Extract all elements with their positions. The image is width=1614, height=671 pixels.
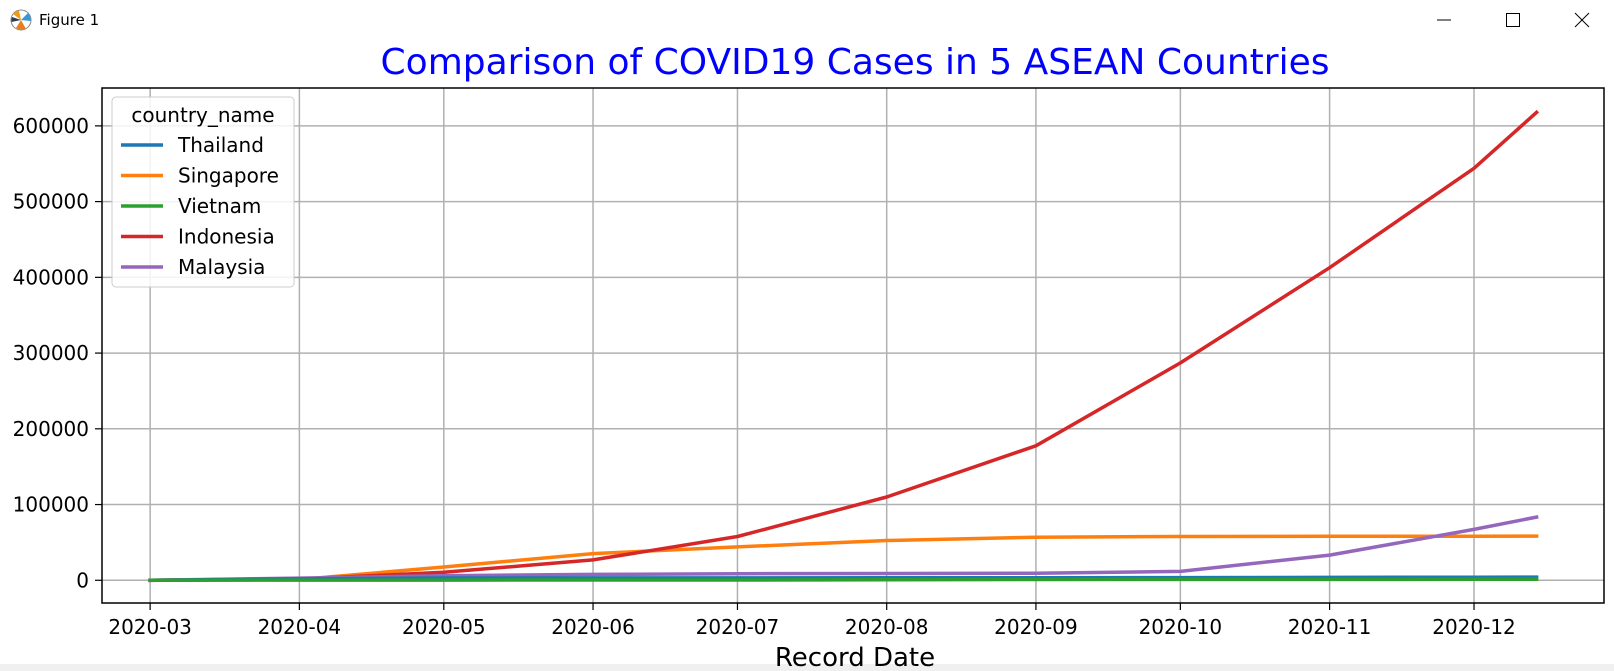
close-button[interactable] bbox=[1559, 0, 1605, 40]
plot-frame bbox=[101, 87, 1605, 604]
y-tick-label: 400000 bbox=[13, 265, 89, 289]
y-tick-label: 600000 bbox=[13, 114, 89, 138]
window-title: Figure 1 bbox=[39, 11, 100, 29]
chart-title: Comparison of COVID19 Cases in 5 ASEAN C… bbox=[381, 42, 1330, 83]
x-axis-label: Record Date bbox=[775, 643, 935, 671]
minimize-button[interactable] bbox=[1421, 0, 1467, 40]
legend-label: Singapore bbox=[178, 164, 279, 188]
close-icon bbox=[1574, 12, 1590, 28]
series-lines bbox=[148, 109, 1540, 583]
x-tick-label: 2020-12 bbox=[1432, 615, 1516, 639]
x-tick-label: 2020-07 bbox=[696, 615, 780, 639]
series-line-vietnam bbox=[148, 577, 1539, 583]
y-axis-ticks: 0 100000 200000 300000 400000 500000 600000 bbox=[13, 114, 102, 592]
x-tick-label: 2020-09 bbox=[994, 615, 1078, 639]
legend-label: Malaysia bbox=[178, 255, 265, 279]
y-tick-label: 300000 bbox=[13, 341, 89, 365]
legend-items: Thailand Singapore Vietnam Indonesia Malaysi… bbox=[121, 133, 279, 279]
grid bbox=[102, 88, 1604, 603]
x-axis-ticks: 2020-03 2020-04 2020-05 2020-06 2020-07 2020-… bbox=[108, 603, 1516, 639]
y-tick-label: 0 bbox=[76, 568, 89, 592]
x-tick-label: 2020-05 bbox=[402, 615, 486, 639]
maximize-icon bbox=[1506, 13, 1520, 27]
matplotlib-icon bbox=[10, 9, 32, 31]
series-line-thailand bbox=[148, 575, 1539, 582]
series-line-malaysia bbox=[148, 515, 1539, 583]
legend: country_name Thailand Singapore Vietnam Ind… bbox=[111, 96, 295, 288]
legend-label: Thailand bbox=[177, 133, 264, 157]
y-tick-label: 100000 bbox=[13, 493, 89, 517]
x-tick-label: 2020-10 bbox=[1139, 615, 1223, 639]
series-line-singapore bbox=[148, 534, 1539, 582]
x-tick-label: 2020-11 bbox=[1288, 615, 1372, 639]
maximize-button[interactable] bbox=[1490, 0, 1536, 40]
series-line-indonesia bbox=[148, 109, 1540, 583]
status-strip bbox=[0, 664, 1614, 671]
y-tick-label: 500000 bbox=[13, 190, 89, 214]
minimize-icon bbox=[1437, 19, 1451, 21]
legend-label: Indonesia bbox=[178, 225, 275, 249]
x-tick-label: 2020-04 bbox=[258, 615, 342, 639]
legend-label: Vietnam bbox=[178, 194, 261, 218]
x-tick-label: 2020-08 bbox=[845, 615, 929, 639]
x-tick-label: 2020-06 bbox=[551, 615, 635, 639]
y-tick-label: 200000 bbox=[13, 417, 89, 441]
window-titlebar: Figure 1 bbox=[0, 0, 1614, 40]
x-tick-label: 2020-03 bbox=[108, 615, 192, 639]
legend-title: country_name bbox=[131, 103, 274, 127]
